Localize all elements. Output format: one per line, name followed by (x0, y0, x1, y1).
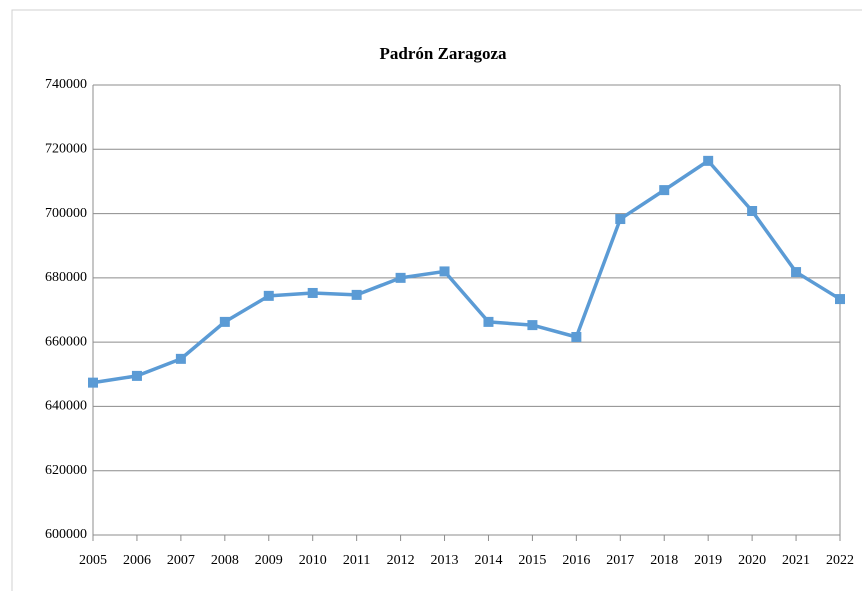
x-tick-label: 2012 (387, 553, 415, 568)
x-tick-label: 2010 (299, 553, 327, 568)
marker (527, 320, 538, 331)
marker (571, 332, 582, 342)
y-tick-label: 620000 (45, 463, 87, 478)
marker (219, 316, 230, 327)
y-tick-label: 720000 (45, 142, 87, 157)
marker (307, 287, 318, 298)
marker (263, 290, 274, 301)
x-tick-label: 2021 (782, 553, 810, 568)
x-tick-label: 2015 (518, 553, 546, 568)
x-tick-label: 2017 (606, 553, 634, 568)
x-tick-label: 2016 (562, 553, 590, 568)
x-tick-label: 2013 (431, 553, 459, 568)
x-tick-label: 2007 (167, 553, 195, 568)
x-tick-label: 2019 (694, 553, 722, 568)
marker (659, 185, 670, 196)
x-tick-label: 2006 (123, 553, 151, 568)
marker (791, 267, 802, 278)
chart-title: Padrón Zaragoza (379, 44, 507, 63)
marker (703, 155, 714, 166)
series-line (92, 159, 841, 385)
x-tick-label: 2009 (255, 553, 283, 568)
marker (131, 370, 142, 381)
x-tick-label: 2011 (343, 553, 370, 568)
y-tick-label: 600000 (45, 527, 87, 542)
marker (615, 214, 626, 225)
x-tick-label: 2022 (826, 553, 854, 568)
marker (483, 316, 494, 327)
chart-frame (11, 9, 862, 591)
y-tick-label: 640000 (45, 399, 87, 414)
marker (439, 266, 450, 277)
x-tick-label: 2014 (474, 553, 502, 568)
y-tick-label: 660000 (45, 334, 87, 349)
x-tick-label: 2005 (79, 553, 107, 568)
y-tick-label: 740000 (45, 77, 87, 92)
marker (175, 353, 186, 364)
y-tick-label: 680000 (45, 270, 87, 285)
marker (88, 377, 98, 388)
marker (351, 289, 362, 300)
marker (835, 294, 845, 305)
marker (747, 206, 758, 216)
x-tick-label: 2008 (211, 553, 239, 568)
x-tick-label: 2018 (650, 553, 678, 568)
marker (395, 272, 406, 283)
y-tick-label: 700000 (45, 206, 87, 221)
x-tick-label: 2020 (738, 553, 766, 568)
